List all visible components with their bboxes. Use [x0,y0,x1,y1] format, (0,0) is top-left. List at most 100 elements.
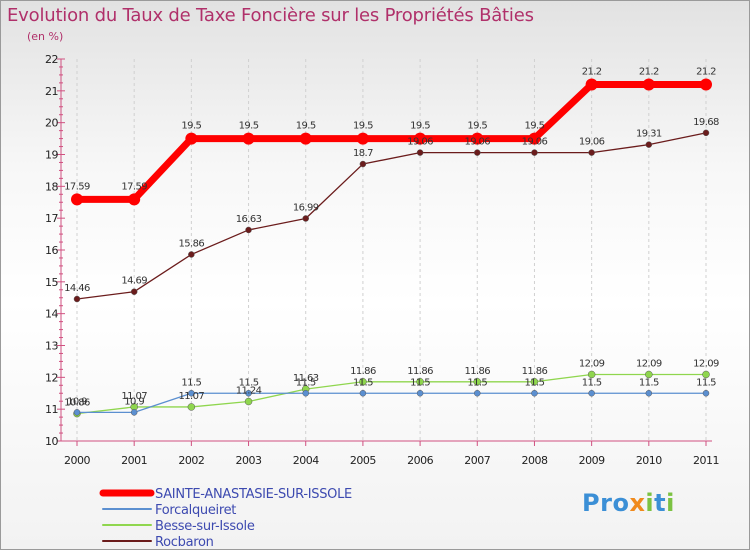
point-rocbaron-2009 [588,149,595,156]
logo-letter: P [582,489,601,517]
data-label-besse-sur-issole-2006: 11.86 [407,366,433,377]
point-forcalqueiret-2002 [188,390,195,397]
y-tick-label-10: 10 [45,435,58,448]
data-label-rocbaron-2001: 14.69 [121,276,147,287]
point-forcalqueiret-2010 [645,390,653,397]
chart-unit-label: (en %) [27,30,64,43]
data-label-rocbaron-2004: 16.99 [293,202,319,213]
logo-letter: o [612,489,630,517]
x-tick-label-2007: 2007 [464,454,490,467]
data-label-besse-sur-issole-2004: 11.63 [293,373,319,384]
point-forcalqueiret-2009 [588,390,595,397]
legend: SAINTE-ANASTASIE-SUR-ISSOLEForcalqueiret… [99,487,352,549]
chart-title: Evolution du Taux de Taxe Foncière sur l… [7,5,534,26]
logo-letter: i [645,489,655,517]
data-label-rocbaron-2007: 19.06 [464,137,490,148]
point-forcalqueiret-2000 [73,409,81,416]
series [71,78,712,418]
legend-label-rocbaron: Rocbaron [155,535,214,549]
point-besse-sur-issole-2003 [244,397,253,406]
data-label-besse-sur-issole-2010: 12.09 [636,358,662,369]
data-label-forcalqueiret-2005: 11.5 [353,377,373,388]
point-sainte-anastasie-sur-issole-2010 [642,78,655,91]
logo-letter: x [629,489,646,517]
data-label-sainte-anastasie-sur-issole-2003: 19.5 [239,121,259,132]
point-forcalqueiret-2005 [359,390,367,397]
point-rocbaron-2007 [474,149,481,156]
point-besse-sur-issole-2010 [645,370,653,379]
point-besse-sur-issole-2006 [416,378,424,386]
data-label-forcalqueiret-2002: 11.5 [181,377,201,388]
y-tick-label-15: 15 [45,276,58,289]
y-tick-label-17: 17 [45,212,58,225]
point-rocbaron-2010 [645,141,653,148]
point-sainte-anastasie-sur-issole-2002 [185,132,198,145]
x-tick-label-2002: 2002 [178,454,204,467]
y-tick-label-20: 20 [45,117,58,130]
x-tick-label-2000: 2000 [64,454,90,467]
point-besse-sur-issole-2007 [473,378,482,386]
series-line-rocbaron [76,132,707,300]
data-label-sainte-anastasie-sur-issole-2010: 21.2 [639,66,659,77]
data-label-forcalqueiret-2006: 11.5 [410,377,430,388]
data-label-besse-sur-issole-2003: 11.24 [236,386,262,397]
x-tick-label-2009: 2009 [579,454,605,467]
data-label-rocbaron-2009: 19.06 [579,137,605,148]
point-sainte-anastasie-sur-issole-2009 [585,78,598,91]
y-tick-label-18: 18 [45,180,58,193]
logo-letter: i [666,489,675,517]
data-label-besse-sur-issole-2007: 11.86 [464,366,490,377]
point-rocbaron-2003 [245,226,252,234]
axes: 10 11 12 13 14 15 16 17 18 19 20 21 22 2000 2001 2002 20… [45,53,720,467]
legend-label-besse-sur-issole: Besse-sur-Issole [155,519,255,534]
point-rocbaron-2008 [531,149,538,156]
x-tick-label-2010: 2010 [636,454,662,467]
data-label-rocbaron-2010: 19.31 [636,129,662,140]
point-sainte-anastasie-sur-issole-2005 [356,132,369,145]
point-sainte-anastasie-sur-issole-2007 [471,132,484,145]
y-tick-label-12: 12 [45,371,58,384]
point-forcalqueiret-2008 [531,390,538,397]
y-tick-label-19: 19 [45,149,58,162]
point-besse-sur-issole-2011 [702,370,710,379]
point-sainte-anastasie-sur-issole-2006 [414,132,427,145]
logo-letter: r [600,489,613,517]
data-label-rocbaron-2002: 15.86 [179,238,205,249]
x-tick-label-2011: 2011 [693,454,719,467]
x-tick-label-2004: 2004 [293,454,319,467]
y-tick-label-21: 21 [45,85,58,98]
point-rocbaron-2011 [702,129,710,137]
legend-label-sainte-anastasie-sur-issole: SAINTE-ANASTASIE-SUR-ISSOLE [155,487,352,502]
series-line-besse-sur-issole [76,373,707,415]
y-tick-label-22: 22 [45,53,58,66]
point-rocbaron-2000 [73,295,81,303]
data-label-forcalqueiret-2008: 11.5 [525,377,545,388]
data-label-besse-sur-issole-2008: 11.86 [522,366,548,377]
series-line-forcalqueiret [76,392,707,414]
data-label-sainte-anastasie-sur-issole-2001: 17.59 [121,181,147,192]
series-line-sainte-anastasie-sur-issole [73,80,710,203]
data-label-rocbaron-2005: 18.7 [353,148,373,159]
proxiti-logo: Proxiti [582,489,675,517]
data-label-besse-sur-issole-2001: 11.07 [121,391,147,402]
data-label-sainte-anastasie-sur-issole-2002: 19.5 [181,121,201,132]
point-sainte-anastasie-sur-issole-2008 [528,132,541,145]
point-besse-sur-issole-2008 [530,378,539,386]
data-label-forcalqueiret-2001: 10.9 [124,396,144,407]
y-tick-label-13: 13 [45,340,58,353]
point-rocbaron-2001 [130,288,138,295]
x-tick-label-2005: 2005 [350,454,376,467]
point-besse-sur-issole-2009 [587,370,596,379]
data-label-forcalqueiret-2004: 11.5 [296,377,316,388]
data-label-sainte-anastasie-sur-issole-2004: 19.5 [296,121,316,132]
data-label-sainte-anastasie-sur-issole-2009: 21.2 [582,66,602,77]
x-tick-label-2001: 2001 [121,454,147,467]
point-besse-sur-issole-2002 [187,403,196,411]
point-forcalqueiret-2006 [416,390,424,397]
data-label-rocbaron-2006: 19.06 [407,137,433,148]
point-rocbaron-2006 [416,149,424,156]
point-sainte-anastasie-sur-issole-2004 [299,132,312,145]
data-label-rocbaron-2008: 19.06 [522,137,548,148]
